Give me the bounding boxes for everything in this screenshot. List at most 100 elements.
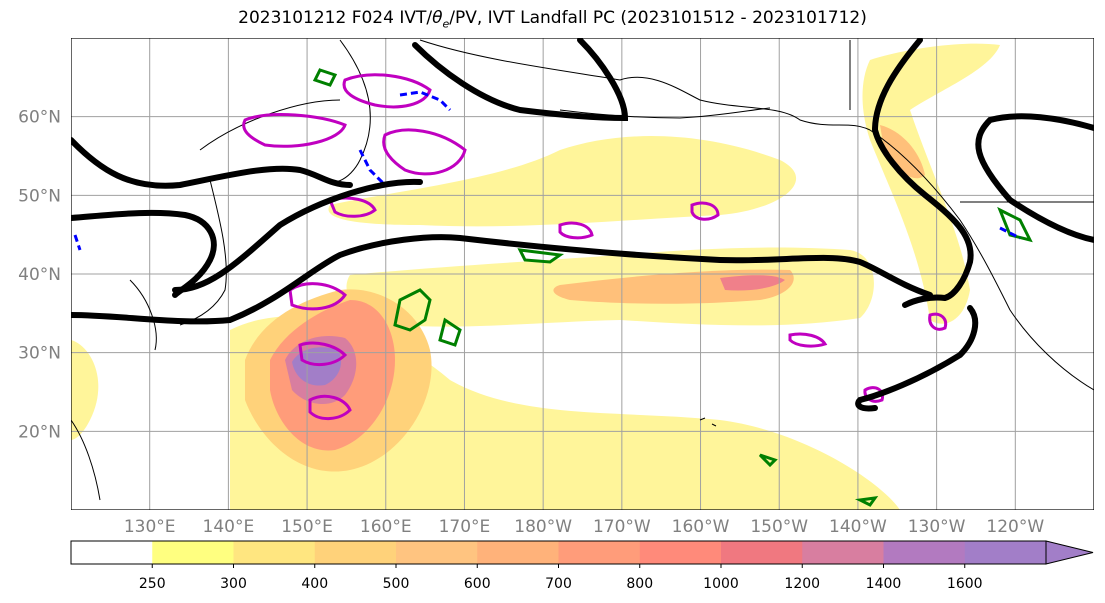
- theta-e-contour: [517, 248, 565, 264]
- colorbar-tick-label: 400: [301, 576, 328, 592]
- latitude-label: 60°N: [18, 108, 61, 128]
- ivt-contour-alaska: [412, 38, 629, 122]
- coast-north-america: [869, 129, 1094, 391]
- colorbar-tick-label: 1400: [866, 576, 902, 592]
- longitude-label: 150°E: [281, 517, 333, 537]
- coast-korea: [129, 279, 157, 351]
- latitude-label: 50°N: [18, 186, 61, 206]
- colorbar-swatch: [477, 541, 559, 564]
- latitude-label: 40°N: [18, 265, 61, 285]
- colorbar-swatch: [802, 541, 884, 564]
- colorbar-swatch: [883, 541, 966, 564]
- colorbar-tick-label: 500: [383, 576, 410, 592]
- pv-contour: [558, 221, 594, 240]
- longitude-label: 160°W: [672, 517, 730, 537]
- pv-contours-positive: [242, 73, 948, 420]
- ivt-max-central-pacific: [720, 275, 785, 291]
- colorbar-tick-label: 300: [220, 576, 247, 592]
- pv-contour: [342, 73, 432, 109]
- title-theta-subscript: e: [442, 17, 450, 31]
- colorbar-swatch: [314, 541, 397, 564]
- pv-contour: [788, 332, 828, 348]
- colorbar-tick-label: 600: [464, 576, 491, 592]
- pv-contour: [242, 113, 347, 148]
- longitude-label: 140°E: [203, 517, 255, 537]
- longitude-labels: 130°E 140°E 150°E 160°E 170°E 180°W 170°W 160°W…: [124, 517, 1045, 537]
- pv-contour: [928, 312, 948, 331]
- coast-alaska: [419, 39, 871, 131]
- coast-aleutians: [559, 107, 771, 119]
- theta-e-contour: [854, 496, 879, 507]
- coast-china: [71, 419, 101, 501]
- colorbar-tick-label: 250: [139, 576, 166, 592]
- pv-contour: [298, 341, 348, 367]
- coastlines: [71, 39, 1094, 501]
- coast-hawaii: [699, 417, 717, 427]
- longitude-label: 150°W: [750, 517, 808, 537]
- pv-contour: [288, 282, 347, 311]
- longitude-label: 160°E: [360, 517, 412, 537]
- longitude-label: 120°W: [986, 517, 1044, 537]
- ivt-contour-main: [172, 178, 423, 293]
- latitude-labels: 60°N 50°N 40°N 30°N 20°N: [18, 108, 61, 443]
- pv-negative-contour: [399, 90, 452, 112]
- ivt-shading: [71, 43, 1000, 510]
- latitude-label: 30°N: [18, 344, 61, 364]
- ivt-contour-west-mid: [71, 209, 217, 298]
- pv-contour: [690, 201, 720, 221]
- ivt-west-coast-core: [880, 125, 925, 179]
- colorbar-tick-label: 1200: [784, 576, 820, 592]
- colorbar-swatch: [152, 541, 234, 564]
- colorbar-tick-label: 700: [545, 576, 572, 592]
- colorbar-swatch: [639, 541, 722, 564]
- pv-contours-negative: [73, 90, 1021, 251]
- longitude-label: 170°E: [439, 517, 491, 537]
- coast-japan: [179, 179, 227, 326]
- ivt-east-asia: [71, 340, 99, 440]
- theta-e-contour: [393, 288, 432, 332]
- colorbar-swatch: [721, 541, 803, 564]
- map-plot-area: [71, 38, 1094, 510]
- ivt-colorbar: 250 300 400 500 600 700 800 1000 1200 1400 1600: [70, 540, 1094, 592]
- latitude-label: 20°N: [18, 422, 61, 442]
- theta-e-contour: [312, 68, 338, 87]
- theta-e-contour: [758, 453, 778, 468]
- ivt-band-northern: [328, 136, 797, 227]
- ivt-contour-west-north: [71, 137, 353, 189]
- theta-e-contours: [312, 68, 1033, 507]
- colorbar-swatch: [396, 541, 478, 564]
- pv-negative-contour: [999, 226, 1021, 240]
- pv-contour: [327, 196, 377, 218]
- pv-negative-contour: [358, 149, 387, 187]
- colorbar-swatch: [964, 541, 1047, 564]
- ivt-black-contours: [71, 38, 1094, 412]
- colorbar-extend-arrow: [1045, 540, 1094, 565]
- ivt-contour-southeast: [855, 305, 979, 412]
- ivt-west-coast-plume: [862, 43, 1000, 324]
- colorbar-swatch: [558, 541, 641, 564]
- longitude-label: 180°W: [514, 517, 572, 537]
- theta-e-contour: [438, 317, 462, 347]
- ivt-contour-east-loop: [975, 113, 1094, 243]
- longitude-label: 130°W: [908, 517, 966, 537]
- longitude-label: 130°E: [124, 517, 176, 537]
- colorbar-swatch: [71, 541, 153, 564]
- pv-contour: [308, 394, 352, 420]
- title-text: 2023101212 F024 IVT/: [238, 8, 433, 28]
- title-theta-symbol: θ: [432, 8, 443, 28]
- pv-negative-contour: [73, 234, 82, 251]
- longitude-label: 170°W: [593, 517, 651, 537]
- theta-e-contour: [997, 206, 1033, 243]
- title-text-rest: /PV, IVT Landfall PC (2023101512 - 20231…: [449, 8, 867, 28]
- colorbar-tick-label: 1600: [947, 576, 983, 592]
- figure-title: 2023101212 F024 IVT/θe/PV, IVT Landfall …: [0, 8, 1105, 30]
- ivt-contour-jet: [71, 234, 933, 325]
- ivt-contour-west-coast: [871, 38, 974, 308]
- colorbar-swatch: [233, 541, 316, 564]
- pv-contour: [382, 128, 467, 176]
- colorbar-tick-label: 800: [626, 576, 653, 592]
- ivt-wave-region-max: [292, 347, 342, 386]
- longitude-label: 140°W: [829, 517, 887, 537]
- colorbar-tick-label: 1000: [703, 576, 739, 592]
